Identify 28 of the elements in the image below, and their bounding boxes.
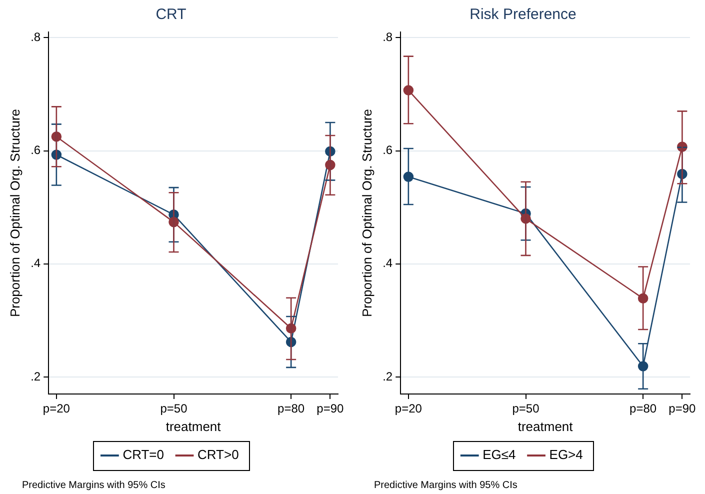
- x-tick-label: p=50: [160, 402, 188, 416]
- y-tick-label: .4: [382, 256, 393, 270]
- legend-label: CRT=0: [122, 447, 164, 462]
- x-tick-label: p=20: [394, 402, 422, 416]
- x-tick-label: p=80: [278, 402, 305, 416]
- legend-label: EG>4: [549, 447, 583, 462]
- text: Predictive Margins with 95% CIs: [22, 480, 166, 491]
- y-axis-title: Proportion of Optimal Org. Structure: [359, 108, 374, 318]
- x-tick-label: p=50: [512, 402, 540, 416]
- chart-title: CRT: [156, 6, 186, 24]
- x-tick-label: p=90: [668, 402, 696, 416]
- y-tick-label: .2: [30, 369, 41, 384]
- x-tick-label: p=80: [630, 402, 657, 416]
- y-tick-label: .8: [30, 30, 41, 44]
- x-tick-label: p=20: [42, 402, 70, 416]
- text: Predictive Margins with 95% CIs: [374, 480, 518, 491]
- y-tick-label: .6: [30, 143, 41, 158]
- y-tick-label: .8: [382, 30, 393, 44]
- x-tick-label: p=90: [316, 402, 344, 416]
- chart-title: Risk Preference: [470, 6, 576, 24]
- legend-label: EG≤4: [482, 447, 516, 462]
- x-axis-title: treatment: [166, 418, 222, 434]
- y-axis-title: Proportion of Optimal Org. Structure: [7, 108, 22, 318]
- x-axis-title: treatment: [518, 418, 574, 434]
- legend-label: CRT>0: [198, 447, 239, 462]
- y-tick-label: .4: [30, 256, 41, 270]
- y-tick-label: .2: [382, 369, 393, 384]
- y-tick-label: .6: [382, 143, 393, 158]
